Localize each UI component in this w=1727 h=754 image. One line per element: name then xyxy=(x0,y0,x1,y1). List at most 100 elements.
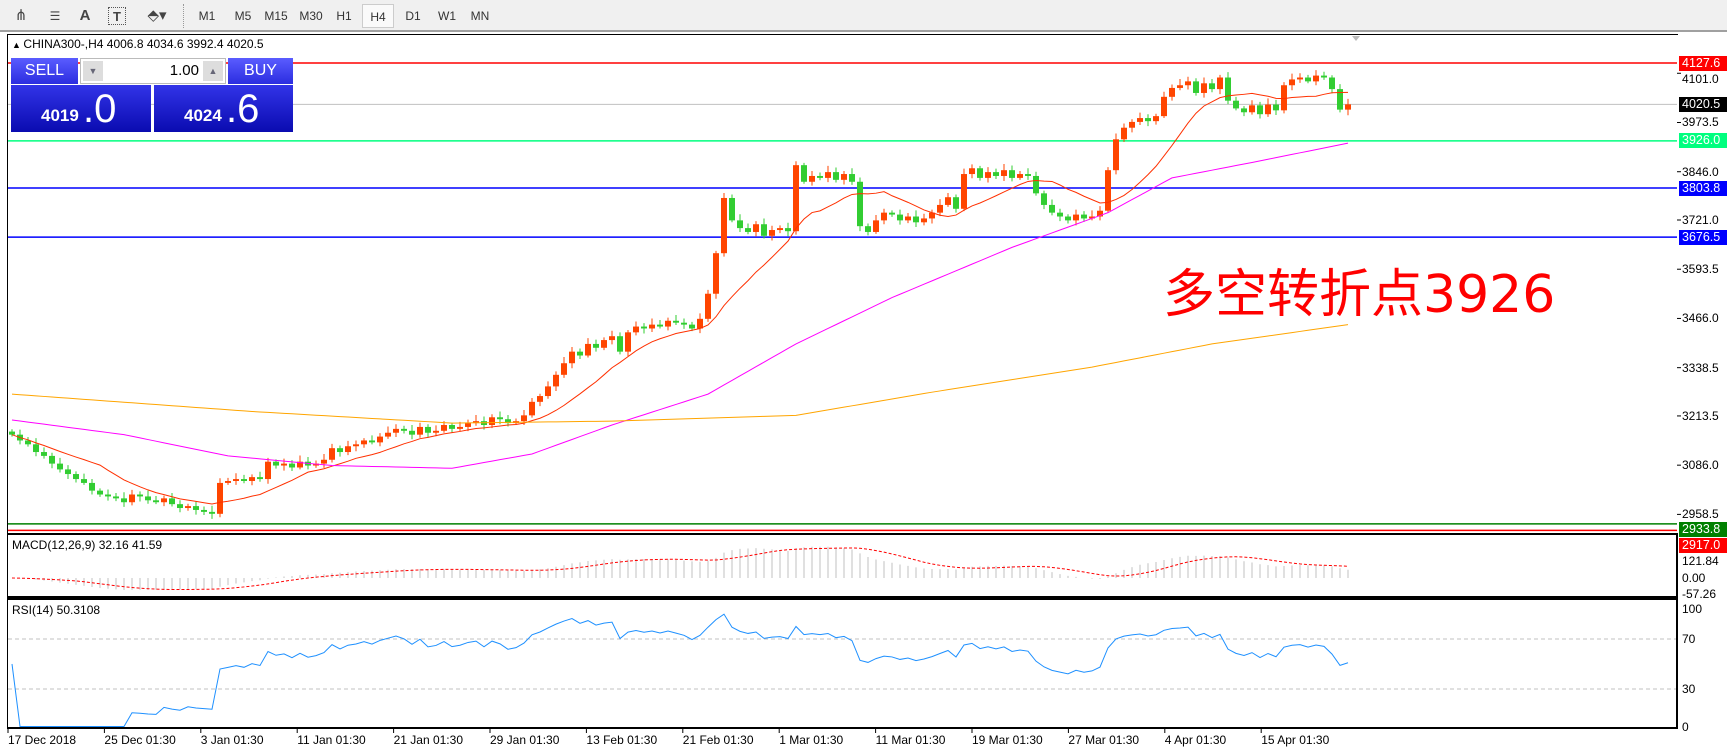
candle-body xyxy=(1217,77,1223,90)
chart-shift-marker-icon[interactable] xyxy=(1352,36,1360,41)
candle-body xyxy=(689,324,695,329)
candle-body xyxy=(905,216,911,221)
candle-body xyxy=(129,494,135,503)
time-axis-label: 15 Apr 01:30 xyxy=(1261,733,1330,747)
candle-body xyxy=(897,214,903,221)
candle-body xyxy=(985,172,991,178)
time-axis-label: 13 Feb 01:30 xyxy=(586,733,658,747)
bid-price-main: 4019 xyxy=(41,106,79,125)
timeframe-h4[interactable]: H4 xyxy=(362,4,394,28)
candle-body xyxy=(41,452,47,456)
text-label-icon[interactable]: T xyxy=(108,7,126,25)
candle-body xyxy=(1225,77,1231,101)
time-axis-label: 25 Dec 01:30 xyxy=(104,733,176,747)
candle-body xyxy=(329,448,335,460)
candle-body xyxy=(1185,81,1191,86)
decrease-lot-button[interactable]: ▼ xyxy=(83,61,103,81)
candle-body xyxy=(361,440,367,445)
candle-body xyxy=(753,224,759,232)
candle-body xyxy=(225,480,231,483)
buy-price[interactable]: 4024 .6 xyxy=(154,85,293,132)
candle-body xyxy=(553,374,559,387)
candle-body xyxy=(417,426,423,435)
increase-lot-button[interactable]: ▲ xyxy=(203,61,223,81)
timeframe-d1[interactable]: D1 xyxy=(405,9,421,23)
candle-body xyxy=(529,401,535,416)
candle-body xyxy=(377,436,383,443)
candle-body xyxy=(665,320,671,327)
candle-body xyxy=(1033,175,1039,194)
candle-body xyxy=(945,197,951,205)
candle-body xyxy=(841,174,847,180)
rsi-line xyxy=(11,613,1349,727)
candle-body xyxy=(401,428,407,431)
text-icon[interactable]: A xyxy=(79,7,91,24)
toolbar-separator xyxy=(183,4,185,28)
elliott-wave-icon[interactable]: ⋔ xyxy=(14,7,28,24)
candle-body xyxy=(505,419,511,424)
candle-body xyxy=(337,448,343,453)
time-axis-label: 17 Dec 2018 xyxy=(8,733,77,747)
candle-body xyxy=(1281,85,1287,111)
timeframe-m15[interactable]: M15 xyxy=(264,9,288,23)
ask-price-fraction: .6 xyxy=(226,87,260,131)
buy-button[interactable]: BUY xyxy=(228,58,293,84)
price-axis-label: 3466.0 xyxy=(1682,311,1719,326)
sell-price[interactable]: 4019 .0 xyxy=(11,85,151,132)
candle-body xyxy=(1161,96,1167,117)
candle-body xyxy=(393,428,399,433)
candle-body xyxy=(113,496,119,499)
candle-body xyxy=(161,498,167,503)
price-line-tag: 2917.0 xyxy=(1679,538,1727,554)
sell-button[interactable]: SELL xyxy=(11,58,78,84)
candle-body xyxy=(601,340,607,348)
timeframe-mn[interactable]: MN xyxy=(470,9,490,23)
time-axis-label: 4 Apr 01:30 xyxy=(1164,733,1227,747)
candle-body xyxy=(1257,105,1263,115)
candle-body xyxy=(969,168,975,175)
candle-body xyxy=(97,490,103,495)
timeframe-m1[interactable]: M1 xyxy=(198,9,216,23)
candle-body xyxy=(1129,121,1135,128)
price-line-tag: 3676.5 xyxy=(1679,229,1727,245)
collapse-triangle-icon[interactable]: ▲ xyxy=(12,40,24,50)
candle-body xyxy=(137,494,143,497)
macd-axis-label: 121.84 xyxy=(1682,554,1719,569)
lot-size-input[interactable]: ▼ 1.00 ▲ xyxy=(80,58,226,84)
candle-body xyxy=(537,396,543,402)
candle-body xyxy=(209,511,215,514)
candle-body xyxy=(625,332,631,352)
candle-body xyxy=(673,320,679,323)
candle-body xyxy=(233,479,239,481)
candle-body xyxy=(913,216,919,223)
fibonacci-icon[interactable]: ☰ xyxy=(49,9,61,23)
timeframe-h1[interactable]: H1 xyxy=(336,9,352,23)
time-axis-label: 27 Mar 01:30 xyxy=(1068,733,1140,747)
rsi-axis-label: 0 xyxy=(1682,719,1689,734)
candle-body xyxy=(241,479,247,481)
candle-body xyxy=(633,326,639,333)
candle-body xyxy=(89,482,95,491)
candle-body xyxy=(1009,170,1015,178)
candle-body xyxy=(929,212,935,219)
arrows-icon[interactable]: ⬘▾ xyxy=(147,7,167,24)
candle-body xyxy=(745,228,751,232)
candle-body xyxy=(825,172,831,178)
price-axis-label: 3973.5 xyxy=(1682,115,1719,130)
price-line-tag: 4127.6 xyxy=(1679,55,1727,71)
chart-annotation[interactable]: 多空转折点3926 xyxy=(1163,265,1556,325)
timeframe-m30[interactable]: M30 xyxy=(299,9,323,23)
timeframe-m5[interactable]: M5 xyxy=(234,9,252,23)
candle-body xyxy=(1073,214,1079,221)
candle-body xyxy=(873,220,879,232)
candle-body xyxy=(721,197,727,254)
rsi-axis-label: 30 xyxy=(1682,682,1696,696)
candle-body xyxy=(1065,216,1071,221)
candle-body xyxy=(121,498,127,503)
candle-body xyxy=(1153,116,1159,122)
candle-body xyxy=(1193,81,1199,93)
candle-body xyxy=(849,174,855,182)
candle-body xyxy=(1313,75,1319,82)
timeframe-w1[interactable]: W1 xyxy=(438,9,456,23)
time-axis-label: 21 Feb 01:30 xyxy=(682,733,754,747)
